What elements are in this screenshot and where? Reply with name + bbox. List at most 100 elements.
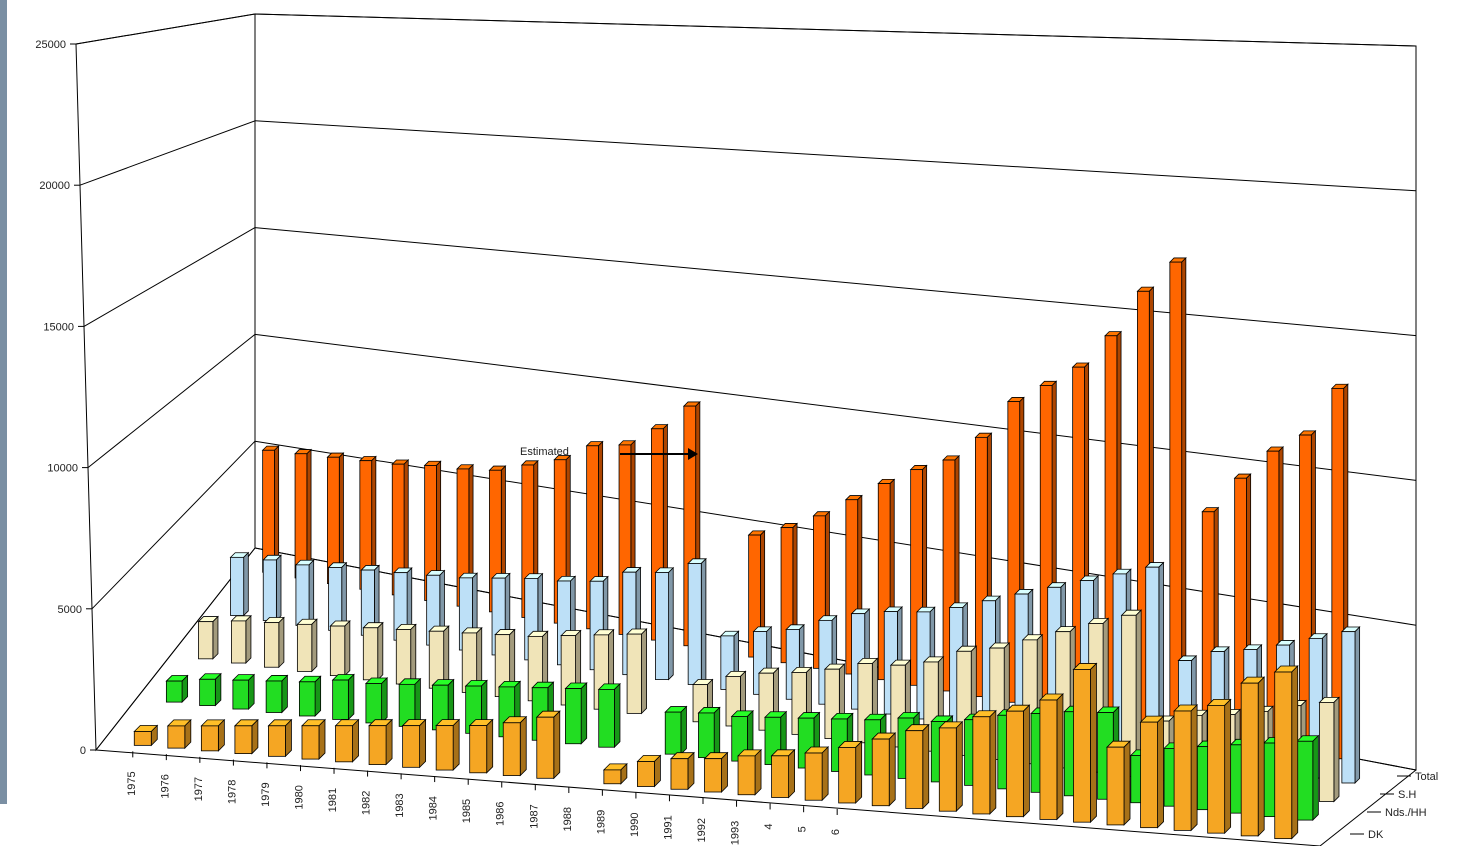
bar-side xyxy=(1333,696,1340,803)
bar-side xyxy=(214,672,222,707)
bar xyxy=(1007,401,1021,703)
x-tick-label: 1975 xyxy=(126,771,138,795)
left-border xyxy=(0,0,7,804)
bar xyxy=(838,747,857,804)
bar xyxy=(938,727,957,812)
bar-side xyxy=(922,723,930,810)
bar-side xyxy=(680,705,687,756)
bar-side xyxy=(641,628,647,715)
bar xyxy=(295,564,310,626)
bar-side xyxy=(1090,662,1097,824)
gridline-back xyxy=(254,227,1417,337)
bar-side xyxy=(243,551,249,617)
bar xyxy=(804,752,823,801)
y-tick-label: 15000 xyxy=(43,321,74,333)
bar xyxy=(231,620,247,664)
bar-side xyxy=(955,720,963,813)
bar xyxy=(687,563,702,685)
bar-side xyxy=(278,616,285,669)
bar xyxy=(301,725,320,760)
bar-side xyxy=(687,751,695,791)
bar xyxy=(1140,721,1158,829)
bar xyxy=(265,680,283,713)
bar-side xyxy=(281,674,288,714)
x-tick-label: 1982 xyxy=(361,791,373,815)
gridline-back xyxy=(254,13,1417,47)
bar-side xyxy=(377,621,384,681)
bar-side xyxy=(1056,693,1064,821)
bar xyxy=(626,633,642,714)
x-tick-label: 1991 xyxy=(662,815,674,839)
x-tick-label: 1987 xyxy=(528,804,540,828)
bar-side xyxy=(217,718,225,752)
bar xyxy=(335,725,353,763)
bar-side xyxy=(385,718,393,766)
bar-side xyxy=(1312,734,1319,822)
bar-side xyxy=(1123,740,1131,826)
bar-side xyxy=(414,677,421,728)
bar-side xyxy=(754,748,762,796)
bar xyxy=(1039,699,1058,820)
bar xyxy=(771,755,789,798)
y-tick-label: 0 xyxy=(80,745,86,757)
x-tick-label: 4 xyxy=(763,823,775,829)
bar xyxy=(664,711,682,755)
bar xyxy=(1106,746,1125,826)
bar xyxy=(598,689,615,748)
bar-side xyxy=(1354,626,1361,784)
bar xyxy=(972,716,991,815)
gridline-left xyxy=(95,547,256,751)
bar-side xyxy=(519,715,527,777)
bar xyxy=(365,683,383,724)
bar xyxy=(198,621,214,660)
x-tick-label: 1980 xyxy=(293,785,305,809)
y-tick-label: 5000 xyxy=(58,604,82,616)
left-wall xyxy=(75,13,256,752)
bar xyxy=(296,623,313,672)
bar-side xyxy=(311,618,318,673)
bar xyxy=(536,716,555,779)
floor-right-edge xyxy=(1319,769,1417,846)
bar xyxy=(402,725,421,768)
bar xyxy=(502,722,521,776)
bar-side xyxy=(212,615,219,660)
annotation-arrowhead xyxy=(688,448,698,460)
bar-side xyxy=(344,620,351,677)
bar-side xyxy=(381,677,388,724)
bar xyxy=(737,755,756,796)
bar-side xyxy=(352,718,359,763)
bar-side xyxy=(713,706,721,759)
bar-side xyxy=(855,740,863,804)
bar-side xyxy=(700,557,707,686)
bar xyxy=(565,688,582,745)
bar xyxy=(942,459,956,692)
gridline-left xyxy=(75,13,256,45)
x-tick-label: 1985 xyxy=(461,799,473,823)
gridline-left xyxy=(87,334,256,468)
legend-label: Nds./HH xyxy=(1385,807,1427,819)
bar-side xyxy=(251,718,259,755)
gridline-back xyxy=(254,440,1417,626)
bar xyxy=(871,738,890,807)
bar-side xyxy=(318,718,326,761)
annotation-estimated: Estimated xyxy=(520,446,569,458)
bar xyxy=(329,625,346,677)
bar-side xyxy=(668,566,674,681)
x-tick-label: 1977 xyxy=(193,777,205,801)
bar xyxy=(232,679,249,710)
bar xyxy=(1073,669,1091,823)
bar-side xyxy=(419,718,427,769)
x-tick-label: 1983 xyxy=(394,793,406,817)
bar xyxy=(637,761,655,787)
bar xyxy=(167,725,186,749)
x-tick-label: 1993 xyxy=(730,821,742,845)
bar-side xyxy=(788,748,795,799)
x-tick-label: 1990 xyxy=(629,813,641,837)
bar-side xyxy=(308,559,315,627)
bar xyxy=(603,769,622,785)
bar xyxy=(368,725,387,765)
bar xyxy=(262,559,277,621)
gridline-left xyxy=(79,120,256,186)
bar xyxy=(1341,631,1356,784)
bar xyxy=(1240,682,1259,837)
